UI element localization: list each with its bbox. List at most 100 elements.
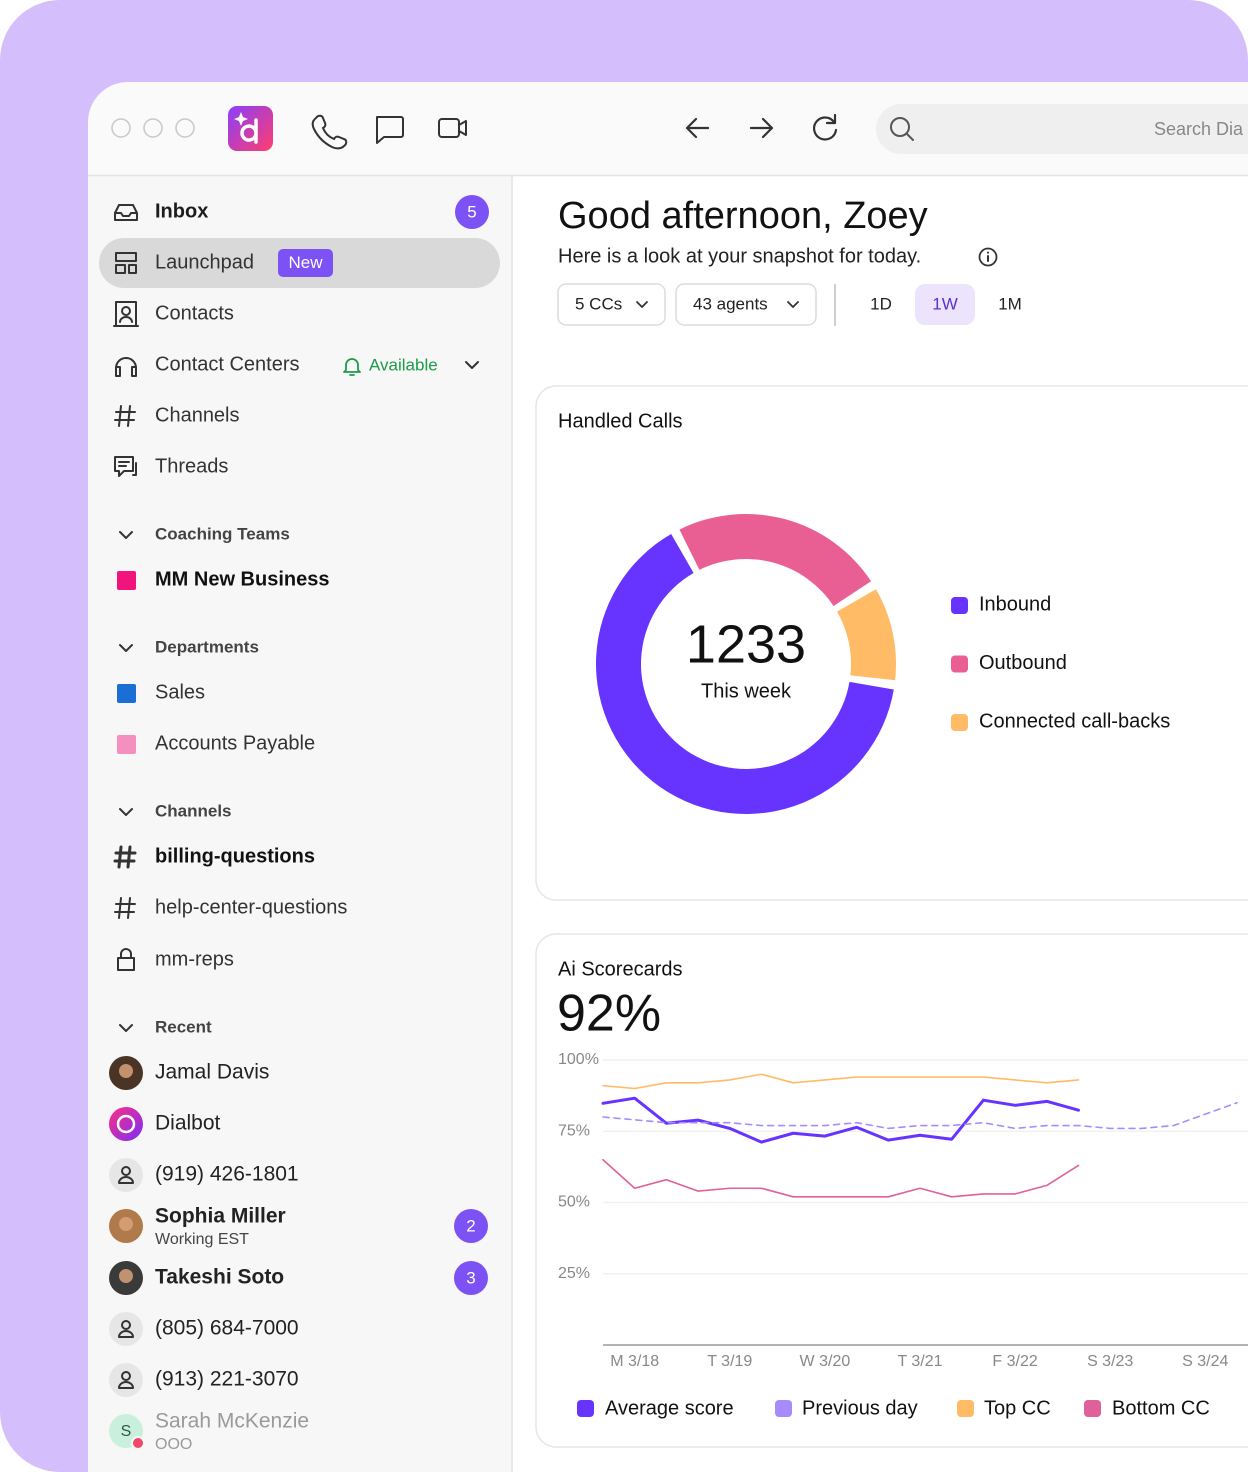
sidebar-item[interactable]: MM New Business <box>155 568 329 590</box>
recent-contact[interactable]: Takeshi Soto <box>155 1266 284 1289</box>
donut-total: 1233 <box>686 614 806 674</box>
section-header: Coaching Teams <box>155 524 290 543</box>
color-square <box>117 684 136 703</box>
nav-item[interactable]: Channels <box>155 404 240 426</box>
availability-status: Available <box>369 355 438 374</box>
legend-swatch <box>775 1400 792 1417</box>
legend-swatch <box>951 714 968 731</box>
x-tick-label: T 3/19 <box>707 1353 752 1370</box>
badge <box>454 1261 488 1295</box>
call-icon[interactable] <box>311 114 348 150</box>
card <box>535 933 1248 1448</box>
chevron <box>119 644 133 652</box>
sidebar-item[interactable]: help-center-questions <box>155 896 347 918</box>
video-icon[interactable] <box>438 118 460 138</box>
recent-contact[interactable]: Sophia Miller <box>155 1205 286 1228</box>
chevron <box>787 301 799 308</box>
nav-item: Launchpad <box>155 251 254 273</box>
section-header: Departments <box>155 637 259 656</box>
badge-count: 3 <box>466 1268 475 1287</box>
person-icon-body <box>118 1176 134 1184</box>
recent-contact[interactable]: (913) 221-3070 <box>155 1368 299 1391</box>
message-icon[interactable] <box>376 116 404 144</box>
card-title: Handled Calls <box>558 410 683 432</box>
legend-label: Bottom CC <box>1112 1397 1210 1419</box>
x-tick-label: S 3/24 <box>1182 1353 1228 1370</box>
hash-icon <box>114 897 136 919</box>
recent-contact[interactable]: Sarah McKenzie <box>155 1410 309 1433</box>
nav-item[interactable]: Contact Centers <box>155 353 300 375</box>
sidebar-item[interactable]: mm-reps <box>155 948 234 970</box>
person-icon-body <box>118 1330 134 1338</box>
person-icon-body <box>118 1381 134 1389</box>
range-button[interactable]: 1W <box>932 294 958 313</box>
new-tag <box>278 249 333 277</box>
badge-count: 2 <box>466 1216 475 1235</box>
nav-item[interactable]: Inbox <box>155 200 208 222</box>
card-title: Ai Scorecards <box>558 958 683 980</box>
window-dot[interactable] <box>143 118 163 138</box>
series-line <box>602 1158 1080 1198</box>
forward-button[interactable] <box>749 117 774 139</box>
x-tick-label: T 3/21 <box>897 1353 942 1370</box>
legend-swatch <box>957 1400 974 1417</box>
legend-swatch <box>951 597 968 614</box>
launchpad-icon <box>115 252 137 274</box>
contact-status: OOO <box>155 1436 192 1453</box>
recent-contact[interactable]: (805) 684-7000 <box>155 1317 299 1340</box>
chevron <box>119 808 133 816</box>
recent-contact[interactable]: Dialbot <box>155 1112 221 1135</box>
hash-icon <box>114 405 136 427</box>
back-button[interactable] <box>685 117 710 139</box>
filter-dropdown[interactable] <box>675 283 817 326</box>
recent-contact[interactable]: Jamal Davis <box>155 1061 269 1084</box>
recent-contact[interactable]: (919) 426-1801 <box>155 1163 299 1186</box>
x-tick-label: F 3/22 <box>992 1353 1037 1370</box>
person-icon-head <box>121 1320 131 1330</box>
x-tick-label: W 3/20 <box>800 1353 851 1370</box>
new-tag-label: New <box>288 253 323 272</box>
badge <box>455 195 489 229</box>
filter-dropdown[interactable] <box>557 283 666 326</box>
subtitle: Here is a look at your snapshot for toda… <box>558 245 921 267</box>
legend-swatch <box>577 1400 594 1417</box>
headset-icon <box>115 357 137 377</box>
contacts-icon-head <box>121 306 131 316</box>
color-square <box>117 571 136 590</box>
lock-icon <box>117 948 135 971</box>
nav-item[interactable]: Threads <box>155 455 228 477</box>
sidebar-item[interactable]: Sales <box>155 681 205 703</box>
donut-caption: This week <box>701 680 792 702</box>
donut-segment <box>595 534 894 815</box>
app-logo[interactable] <box>228 106 273 151</box>
chevron <box>119 1024 133 1032</box>
avatar-face <box>119 1269 133 1283</box>
legend-label: Previous day <box>802 1397 918 1419</box>
sidebar <box>88 176 512 1472</box>
inbox-icon <box>114 204 138 221</box>
info-icon[interactable] <box>978 247 998 267</box>
presence-dot <box>131 1436 145 1450</box>
legend-label: Average score <box>605 1397 734 1419</box>
bot-glyph <box>116 1114 136 1134</box>
color-square <box>117 735 136 754</box>
window-dot[interactable] <box>175 118 195 138</box>
contact-status: Working EST <box>155 1231 249 1248</box>
reload-button[interactable] <box>813 113 838 141</box>
search-box[interactable] <box>876 104 1248 154</box>
nav-item[interactable]: Contacts <box>155 302 234 324</box>
sidebar-item[interactable]: Accounts Payable <box>155 732 315 754</box>
legend-label: Connected call-backs <box>979 710 1170 732</box>
contacts-icon-body <box>119 316 133 323</box>
legend-label: Outbound <box>979 652 1067 674</box>
x-tick-label: M 3/18 <box>610 1353 659 1370</box>
sidebar-item[interactable]: billing-questions <box>155 845 315 867</box>
donut-segment <box>837 589 896 681</box>
range-button[interactable]: 1D <box>870 294 892 313</box>
chevron <box>119 531 133 539</box>
avatar-face <box>119 1064 133 1078</box>
range-button[interactable]: 1M <box>998 294 1022 313</box>
window-dot[interactable] <box>111 118 131 138</box>
badge-count: 5 <box>467 202 476 221</box>
